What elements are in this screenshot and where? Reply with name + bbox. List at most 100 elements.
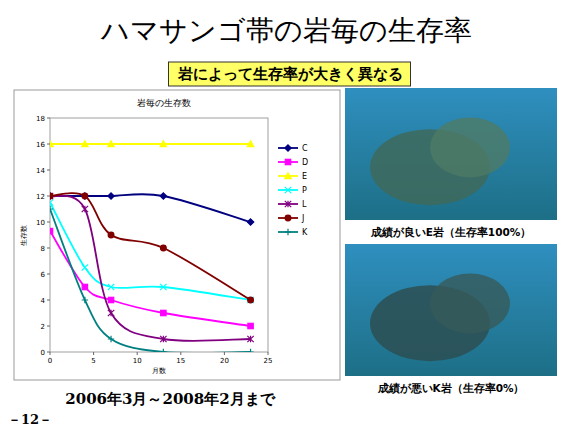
photo-coral xyxy=(430,273,510,333)
data-point xyxy=(248,297,254,303)
data-point xyxy=(247,349,253,352)
data-point xyxy=(160,336,166,342)
data-point xyxy=(50,193,53,199)
data-point xyxy=(50,193,53,199)
y-tick-label: 14 xyxy=(36,167,45,175)
data-point xyxy=(108,141,114,147)
x-tick xyxy=(268,352,269,355)
y-tick-label: 6 xyxy=(41,271,46,279)
x-tick xyxy=(137,352,138,355)
x-tick xyxy=(50,352,51,355)
data-point xyxy=(161,310,166,315)
photo-caption: 成績が良いE岩（生存率100%） xyxy=(370,226,532,239)
chart-title: 岩毎の生存数 xyxy=(137,98,191,108)
legend-label: E xyxy=(302,172,307,181)
data-point xyxy=(82,284,87,289)
data-point xyxy=(248,323,253,328)
y-tick-label: 16 xyxy=(36,141,45,149)
data-point xyxy=(82,193,88,199)
data-point xyxy=(82,264,88,270)
subtitle: 岩によって生存率が大きく異なる xyxy=(177,65,403,83)
subtitle-box xyxy=(169,62,411,86)
y-tick xyxy=(47,222,50,223)
series-line xyxy=(50,209,251,352)
series-line xyxy=(50,194,251,222)
series-line xyxy=(50,143,251,145)
photo-placeholder xyxy=(345,88,557,220)
data-point xyxy=(82,141,88,147)
y-tick-label: 12 xyxy=(36,193,45,201)
data-point xyxy=(247,219,253,225)
data-point xyxy=(247,297,253,303)
series-line xyxy=(50,231,251,326)
plot-frame xyxy=(50,118,268,352)
period: 2006年3月～2008年2月まで xyxy=(65,390,275,408)
data-point xyxy=(50,193,53,199)
data-point xyxy=(247,141,253,147)
legend-marker xyxy=(285,159,290,164)
data-point xyxy=(160,284,166,290)
photo-coral xyxy=(430,117,510,177)
data-point xyxy=(108,284,114,290)
legend-marker xyxy=(285,201,291,207)
data-point xyxy=(160,193,166,199)
data-point xyxy=(108,336,114,342)
y-tick xyxy=(47,248,50,249)
series-line xyxy=(50,193,251,300)
photo-placeholder xyxy=(345,244,557,376)
y-tick-label: 10 xyxy=(36,219,45,227)
y-axis-title: 生存数 xyxy=(20,225,28,246)
legend-marker xyxy=(285,187,291,193)
x-tick-label: 20 xyxy=(220,357,229,365)
y-tick-label: 2 xyxy=(41,323,45,331)
data-point xyxy=(50,141,53,147)
y-tick-label: 18 xyxy=(36,115,45,123)
series-line xyxy=(50,203,251,301)
legend-label: D xyxy=(302,158,308,167)
legend-label: L xyxy=(302,200,307,209)
y-tick xyxy=(47,118,50,119)
y-tick xyxy=(47,144,50,145)
y-tick xyxy=(47,326,50,327)
legend-label: P xyxy=(302,186,307,195)
x-tick-label: 25 xyxy=(264,357,273,365)
y-tick xyxy=(47,274,50,275)
x-tick xyxy=(224,352,225,355)
data-point xyxy=(50,199,53,205)
chart-area xyxy=(14,90,340,380)
x-tick-label: 0 xyxy=(48,357,52,365)
data-point xyxy=(82,297,88,303)
y-tick xyxy=(47,300,50,301)
plot-marks xyxy=(50,141,254,352)
data-point xyxy=(82,206,88,212)
legend-marker xyxy=(285,229,291,235)
legend-label: J xyxy=(301,214,304,223)
x-tick xyxy=(93,352,94,355)
slide-title: ハマサンゴ帯の岩毎の生存率 xyxy=(100,14,472,47)
page-number: －12－ xyxy=(8,412,52,427)
y-tick xyxy=(47,196,50,197)
x-axis-title: 月数 xyxy=(152,367,166,375)
data-point xyxy=(108,310,114,316)
y-tick-label: 4 xyxy=(41,297,46,305)
data-point xyxy=(160,349,166,352)
data-point xyxy=(247,336,253,342)
legend-marker xyxy=(285,215,291,221)
data-point xyxy=(50,206,53,212)
data-point xyxy=(108,193,114,199)
x-tick-label: 5 xyxy=(91,357,95,365)
legend-marker xyxy=(285,173,291,179)
data-point xyxy=(50,228,53,233)
data-point xyxy=(160,245,166,251)
x-tick-label: 15 xyxy=(176,357,185,365)
x-tick xyxy=(180,352,181,355)
legend-label: K xyxy=(302,228,308,237)
x-tick-label: 10 xyxy=(133,357,142,365)
data-point xyxy=(108,232,114,238)
data-point xyxy=(82,193,88,199)
y-tick-label: 8 xyxy=(41,245,45,253)
legend-marker xyxy=(285,145,291,151)
slide: ハマサンゴ帯の岩毎の生存率岩によって生存率が大きく異なる岩毎の生存数 0 2 4 6 8 1… xyxy=(0,0,573,433)
series-line xyxy=(50,196,251,341)
y-tick-label: 0 xyxy=(41,349,45,357)
